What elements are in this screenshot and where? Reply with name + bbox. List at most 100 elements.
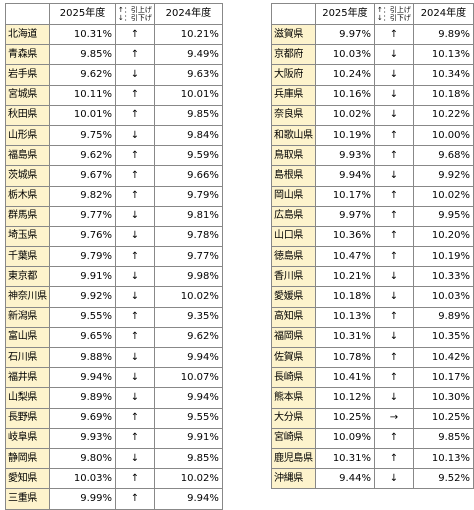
direction-arrow-cell: ↑	[373, 246, 414, 268]
table-row: 岩手県 9.62% ↓ 9.63%	[5, 64, 223, 86]
direction-arrow-cell: ↑	[115, 84, 155, 106]
rate-2024-cell: 10.22%	[412, 104, 474, 126]
prefecture-cell: 三重県	[5, 488, 50, 510]
rate-2025-cell: 9.77%	[49, 205, 116, 227]
prefecture-cell: 福岡県	[271, 326, 316, 349]
rate-2025-cell: 10.09%	[314, 427, 375, 449]
direction-arrow-cell: ↓	[373, 286, 414, 308]
prefecture-cell: 岩手県	[5, 64, 50, 86]
prefecture-cell: 宮城県	[5, 84, 50, 106]
right-header-pref	[271, 3, 316, 25]
prefecture-cell: 大分県	[271, 407, 316, 429]
direction-arrow-cell: ↓	[373, 64, 414, 86]
prefecture-cell: 石川県	[5, 346, 50, 369]
prefecture-cell: 兵庫県	[271, 84, 316, 106]
table-row: 沖縄県 9.44% ↓ 9.52%	[271, 468, 474, 490]
rate-2025-cell: 9.62%	[49, 64, 116, 86]
direction-arrow-cell: ↑	[373, 367, 414, 389]
prefecture-cell: 東京都	[5, 266, 50, 288]
prefecture-cell: 岡山県	[271, 185, 316, 207]
prefecture-cell: 栃木県	[5, 185, 50, 207]
table-row: 京都府 10.03% ↓ 10.13%	[271, 44, 474, 66]
arrow-down-legend: ↓：引下げ	[118, 14, 152, 22]
rate-2024-cell: 9.94%	[153, 346, 223, 369]
rate-2025-cell: 9.85%	[49, 44, 116, 66]
rate-2024-cell: 10.34%	[412, 64, 474, 86]
direction-arrow-cell: ↑	[115, 407, 155, 429]
table-row: 福井県 9.94% ↓ 10.07%	[5, 367, 223, 389]
direction-arrow-cell: ↓	[115, 286, 155, 308]
prefecture-cell: 広島県	[271, 205, 316, 227]
rate-2024-cell: 10.18%	[412, 84, 474, 106]
rate-2025-cell: 10.78%	[314, 346, 375, 369]
rate-2025-cell: 10.13%	[314, 306, 375, 328]
rate-2024-cell: 9.55%	[153, 407, 223, 429]
table-row: 長野県 9.69% ↑ 9.55%	[5, 407, 223, 429]
prefecture-cell: 富山県	[5, 326, 50, 349]
rate-2024-cell: 9.49%	[153, 44, 223, 66]
prefecture-cell: 鹿児島県	[271, 447, 316, 470]
prefecture-cell: 神奈川県	[5, 286, 50, 308]
table-row: 青森県 9.85% ↑ 9.49%	[5, 44, 223, 66]
rate-2025-cell: 9.44%	[314, 468, 375, 490]
table-row: 長崎県 10.41% ↑ 10.17%	[271, 367, 474, 389]
direction-arrow-cell: ↓	[373, 266, 414, 288]
prefecture-cell: 長野県	[5, 407, 50, 429]
rate-2024-cell: 10.21%	[153, 23, 223, 46]
prefecture-cell: 福井県	[5, 367, 50, 389]
rate-2025-cell: 9.92%	[49, 286, 116, 308]
rate-2024-cell: 10.02%	[153, 468, 223, 490]
table-row: 島根県 9.94% ↓ 9.92%	[271, 165, 474, 187]
rate-2024-cell: 9.79%	[153, 185, 223, 207]
table-row: 茨城県 9.67% ↑ 9.66%	[5, 165, 223, 187]
prefecture-cell: 静岡県	[5, 447, 50, 470]
left-header-arrow-legend: ↑：引上げ ↓：引下げ	[115, 3, 155, 25]
rate-2025-cell: 9.75%	[49, 124, 116, 147]
direction-arrow-cell: ↑	[115, 104, 155, 126]
rate-2024-cell: 9.95%	[412, 205, 474, 227]
prefecture-cell: 島根県	[271, 165, 316, 187]
table-row: 鹿児島県 10.31% ↑ 10.13%	[271, 447, 474, 470]
prefecture-cell: 福島県	[5, 145, 50, 167]
direction-arrow-cell: ↑	[373, 185, 414, 207]
direction-arrow-cell: ↓	[115, 367, 155, 389]
left-table-body: 北海道 10.31% ↑ 10.21% 青森県 9.85% ↑ 9.49% 岩手県 9.62% ↓ 9…	[5, 23, 223, 510]
table-row: 群馬県 9.77% ↓ 9.81%	[5, 205, 223, 227]
rate-2025-cell: 9.62%	[49, 145, 116, 167]
direction-arrow-cell: ↑	[373, 225, 414, 248]
direction-arrow-cell: ↑	[115, 427, 155, 449]
rate-2025-cell: 10.24%	[314, 64, 375, 86]
direction-arrow-cell: ↑	[115, 185, 155, 207]
rate-2025-cell: 10.01%	[49, 104, 116, 126]
rate-2024-cell: 9.91%	[153, 427, 223, 449]
rate-2024-cell: 9.35%	[153, 306, 223, 328]
rate-2025-cell: 10.03%	[49, 468, 116, 490]
direction-arrow-cell: ↑	[115, 44, 155, 66]
direction-arrow-cell: →	[373, 407, 414, 429]
direction-arrow-cell: ↑	[373, 23, 414, 46]
rate-2025-cell: 10.21%	[314, 266, 375, 288]
rate-2025-cell: 10.31%	[314, 326, 375, 349]
table-row: 愛知県 10.03% ↑ 10.02%	[5, 468, 223, 490]
table-row: 奈良県 10.02% ↓ 10.22%	[271, 104, 474, 126]
table-row: 福岡県 10.31% ↓ 10.35%	[271, 326, 474, 349]
rate-2024-cell: 9.68%	[412, 145, 474, 167]
prefecture-cell: 熊本県	[271, 387, 316, 409]
right-header-arrow-legend: ↑：引上げ ↓：引下げ	[373, 3, 414, 25]
direction-arrow-cell: ↓	[115, 387, 155, 409]
direction-arrow-cell: ↑	[115, 145, 155, 167]
table-row: 三重県 9.99% ↑ 9.94%	[5, 488, 223, 510]
rate-2024-cell: 9.94%	[153, 488, 223, 510]
table-row: 広島県 9.97% ↑ 9.95%	[271, 205, 474, 227]
direction-arrow-cell: ↑	[115, 165, 155, 187]
table-row: 富山県 9.65% ↑ 9.62%	[5, 326, 223, 349]
direction-arrow-cell: ↑	[115, 488, 155, 510]
rate-2024-cell: 9.98%	[153, 266, 223, 288]
arrow-up-legend: ↑：引上げ	[376, 6, 411, 14]
prefecture-cell: 佐賀県	[271, 346, 316, 369]
prefecture-cell: 群馬県	[5, 205, 50, 227]
table-row: 新潟県 9.55% ↑ 9.35%	[5, 306, 223, 328]
rate-2024-cell: 10.42%	[412, 346, 474, 369]
table-row: 岐阜県 9.93% ↑ 9.91%	[5, 427, 223, 449]
prefecture-cell: 和歌山県	[271, 124, 316, 147]
